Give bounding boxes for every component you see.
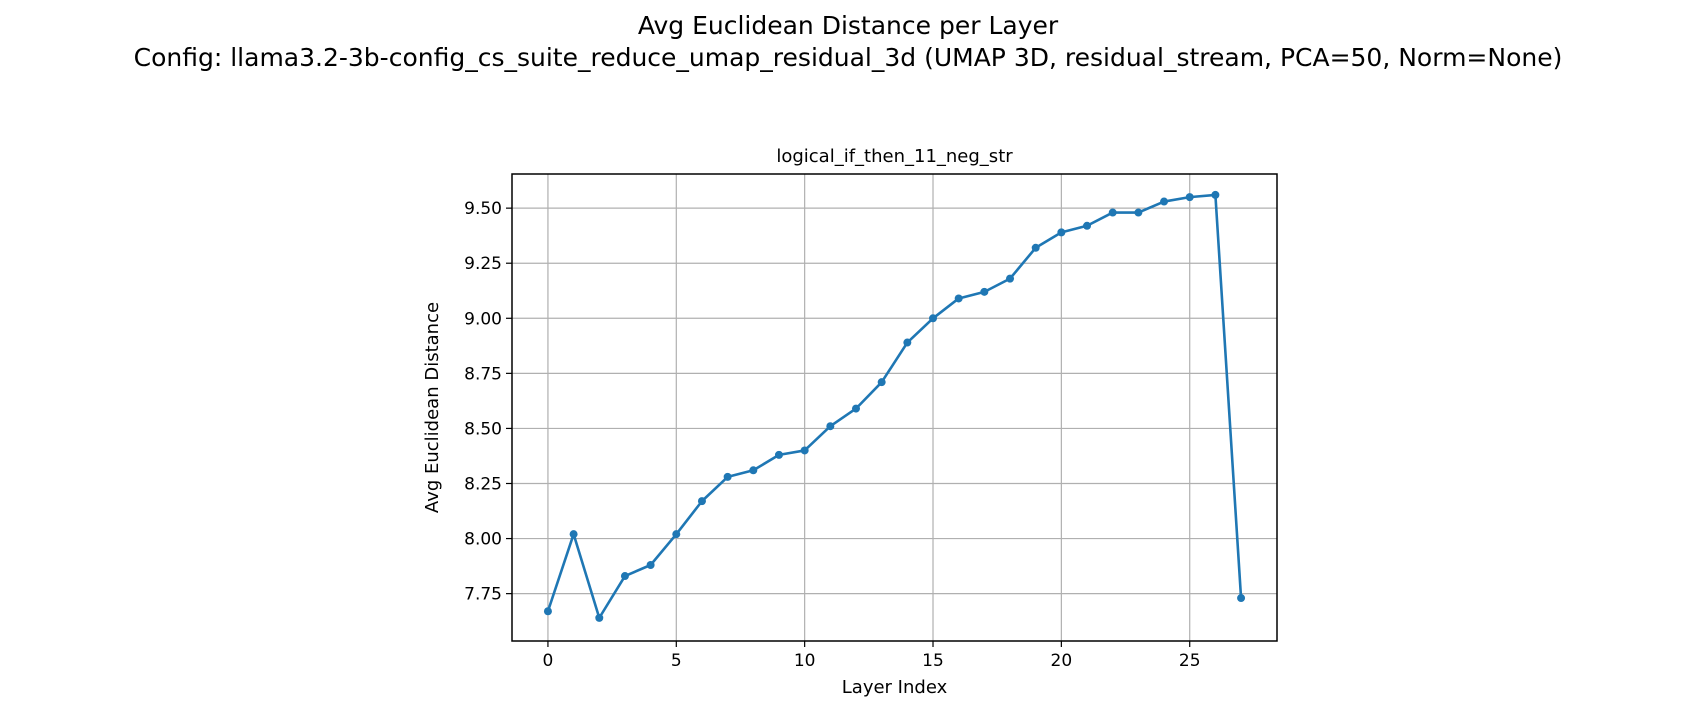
series-line (546, 193, 1243, 620)
data-point (1211, 190, 1220, 199)
figure-suptitle: Avg Euclidean Distance per Layer Config:… (0, 10, 1696, 74)
data-point (595, 613, 604, 622)
data-point (1185, 193, 1194, 202)
data-point (877, 378, 886, 387)
y-tick-label: 8.25 (464, 474, 502, 494)
data-point (851, 404, 860, 413)
plot-title: logical_if_then_11_neg_str (776, 146, 1013, 167)
data-point (1031, 243, 1040, 252)
data-point (749, 466, 758, 475)
data-point (903, 338, 912, 347)
data-point (723, 472, 732, 481)
data-point (672, 530, 681, 539)
suptitle-line-1: Avg Euclidean Distance per Layer (637, 11, 1059, 40)
data-point (980, 287, 989, 296)
suptitle-line-2: Config: llama3.2-3b-config_cs_suite_redu… (133, 43, 1563, 72)
data-point (800, 446, 809, 455)
data-point (929, 314, 938, 323)
tick-layer: 0 5 10 15 20 25 7.75 8.00 8.25 8.50 8.75 9.00 9.25 9.… (464, 199, 1200, 671)
data-point (569, 530, 578, 539)
y-tick-label: 9.00 (464, 309, 502, 329)
x-tick-label: 25 (1179, 651, 1201, 671)
y-tick-label: 7.75 (464, 585, 502, 605)
x-tick-label: 10 (794, 651, 816, 671)
data-point (1083, 221, 1092, 230)
data-point (1108, 208, 1117, 217)
x-tick-label: 15 (922, 651, 944, 671)
y-tick-label: 9.50 (464, 199, 502, 219)
x-tick-label: 20 (1051, 651, 1073, 671)
y-tick-label: 9.25 (464, 254, 502, 274)
data-point (697, 497, 706, 506)
x-tick-label: 0 (543, 651, 554, 671)
data-point (1237, 594, 1246, 603)
grid-layer (512, 174, 1277, 641)
data-point (1057, 228, 1066, 237)
data-point (826, 422, 835, 431)
y-tick-label: 8.75 (464, 364, 502, 384)
axes-frame (511, 173, 1278, 642)
y-axis-label: Avg Euclidean Distance (422, 302, 443, 513)
data-point (543, 607, 552, 616)
x-tick-label: 5 (671, 651, 682, 671)
data-point (954, 294, 963, 303)
series-marker-layer (543, 190, 1246, 622)
data-point (774, 450, 783, 459)
y-tick-label: 8.50 (464, 419, 502, 439)
data-point (1160, 197, 1169, 206)
series-line-layer (546, 193, 1243, 620)
data-point (646, 561, 655, 570)
data-point (620, 572, 629, 581)
data-point (1006, 274, 1015, 283)
x-axis-label: Layer Index (842, 677, 948, 698)
data-point (1134, 208, 1143, 217)
y-tick-label: 8.00 (464, 530, 502, 550)
